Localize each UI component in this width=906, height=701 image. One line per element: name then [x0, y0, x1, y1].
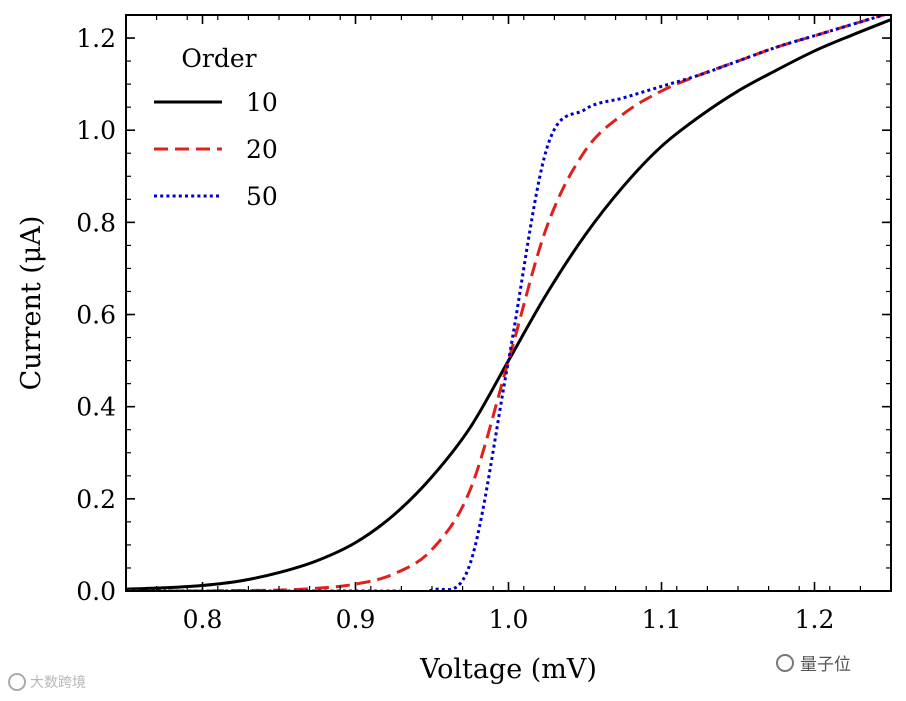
y-axis-title: Current (μA): [16, 216, 47, 391]
legend-label-10: 10: [246, 88, 278, 117]
legend-title: Order: [181, 44, 256, 73]
series-line-10: [126, 18, 891, 591]
legend-label-50: 50: [246, 182, 278, 211]
y-tick-label: 0.2: [76, 485, 116, 514]
y-tick-label: 0.0: [76, 577, 116, 606]
x-tick-label: 0.9: [336, 605, 376, 634]
y-tick-label: 1.2: [76, 24, 116, 53]
y-tick-label: 1.0: [76, 116, 116, 145]
x-tick-label: 1.1: [642, 605, 682, 634]
watermark-right-text: 量子位: [800, 655, 851, 675]
x-tick-label: 1.2: [795, 605, 835, 634]
watermark-logo-icon: [8, 673, 26, 691]
x-tick-label: 0.8: [183, 605, 223, 634]
y-tick-label: 0.8: [76, 208, 116, 237]
plot-frame: [125, 14, 892, 592]
y-tick-label: 0.4: [76, 393, 116, 422]
watermark-left: 大数跨境: [8, 672, 86, 692]
wechat-icon: [776, 653, 794, 672]
x-tick-label: 1.0: [489, 605, 529, 634]
x-axis-title: Voltage (mV): [419, 654, 597, 685]
series-line-50: [126, 15, 889, 591]
y-tick-label: 0.6: [76, 301, 116, 330]
watermark-right: 量子位: [776, 650, 851, 675]
legend-label-20: 20: [246, 135, 278, 164]
watermark-left-text: 大数跨境: [30, 675, 86, 691]
series-line-20: [126, 15, 889, 591]
